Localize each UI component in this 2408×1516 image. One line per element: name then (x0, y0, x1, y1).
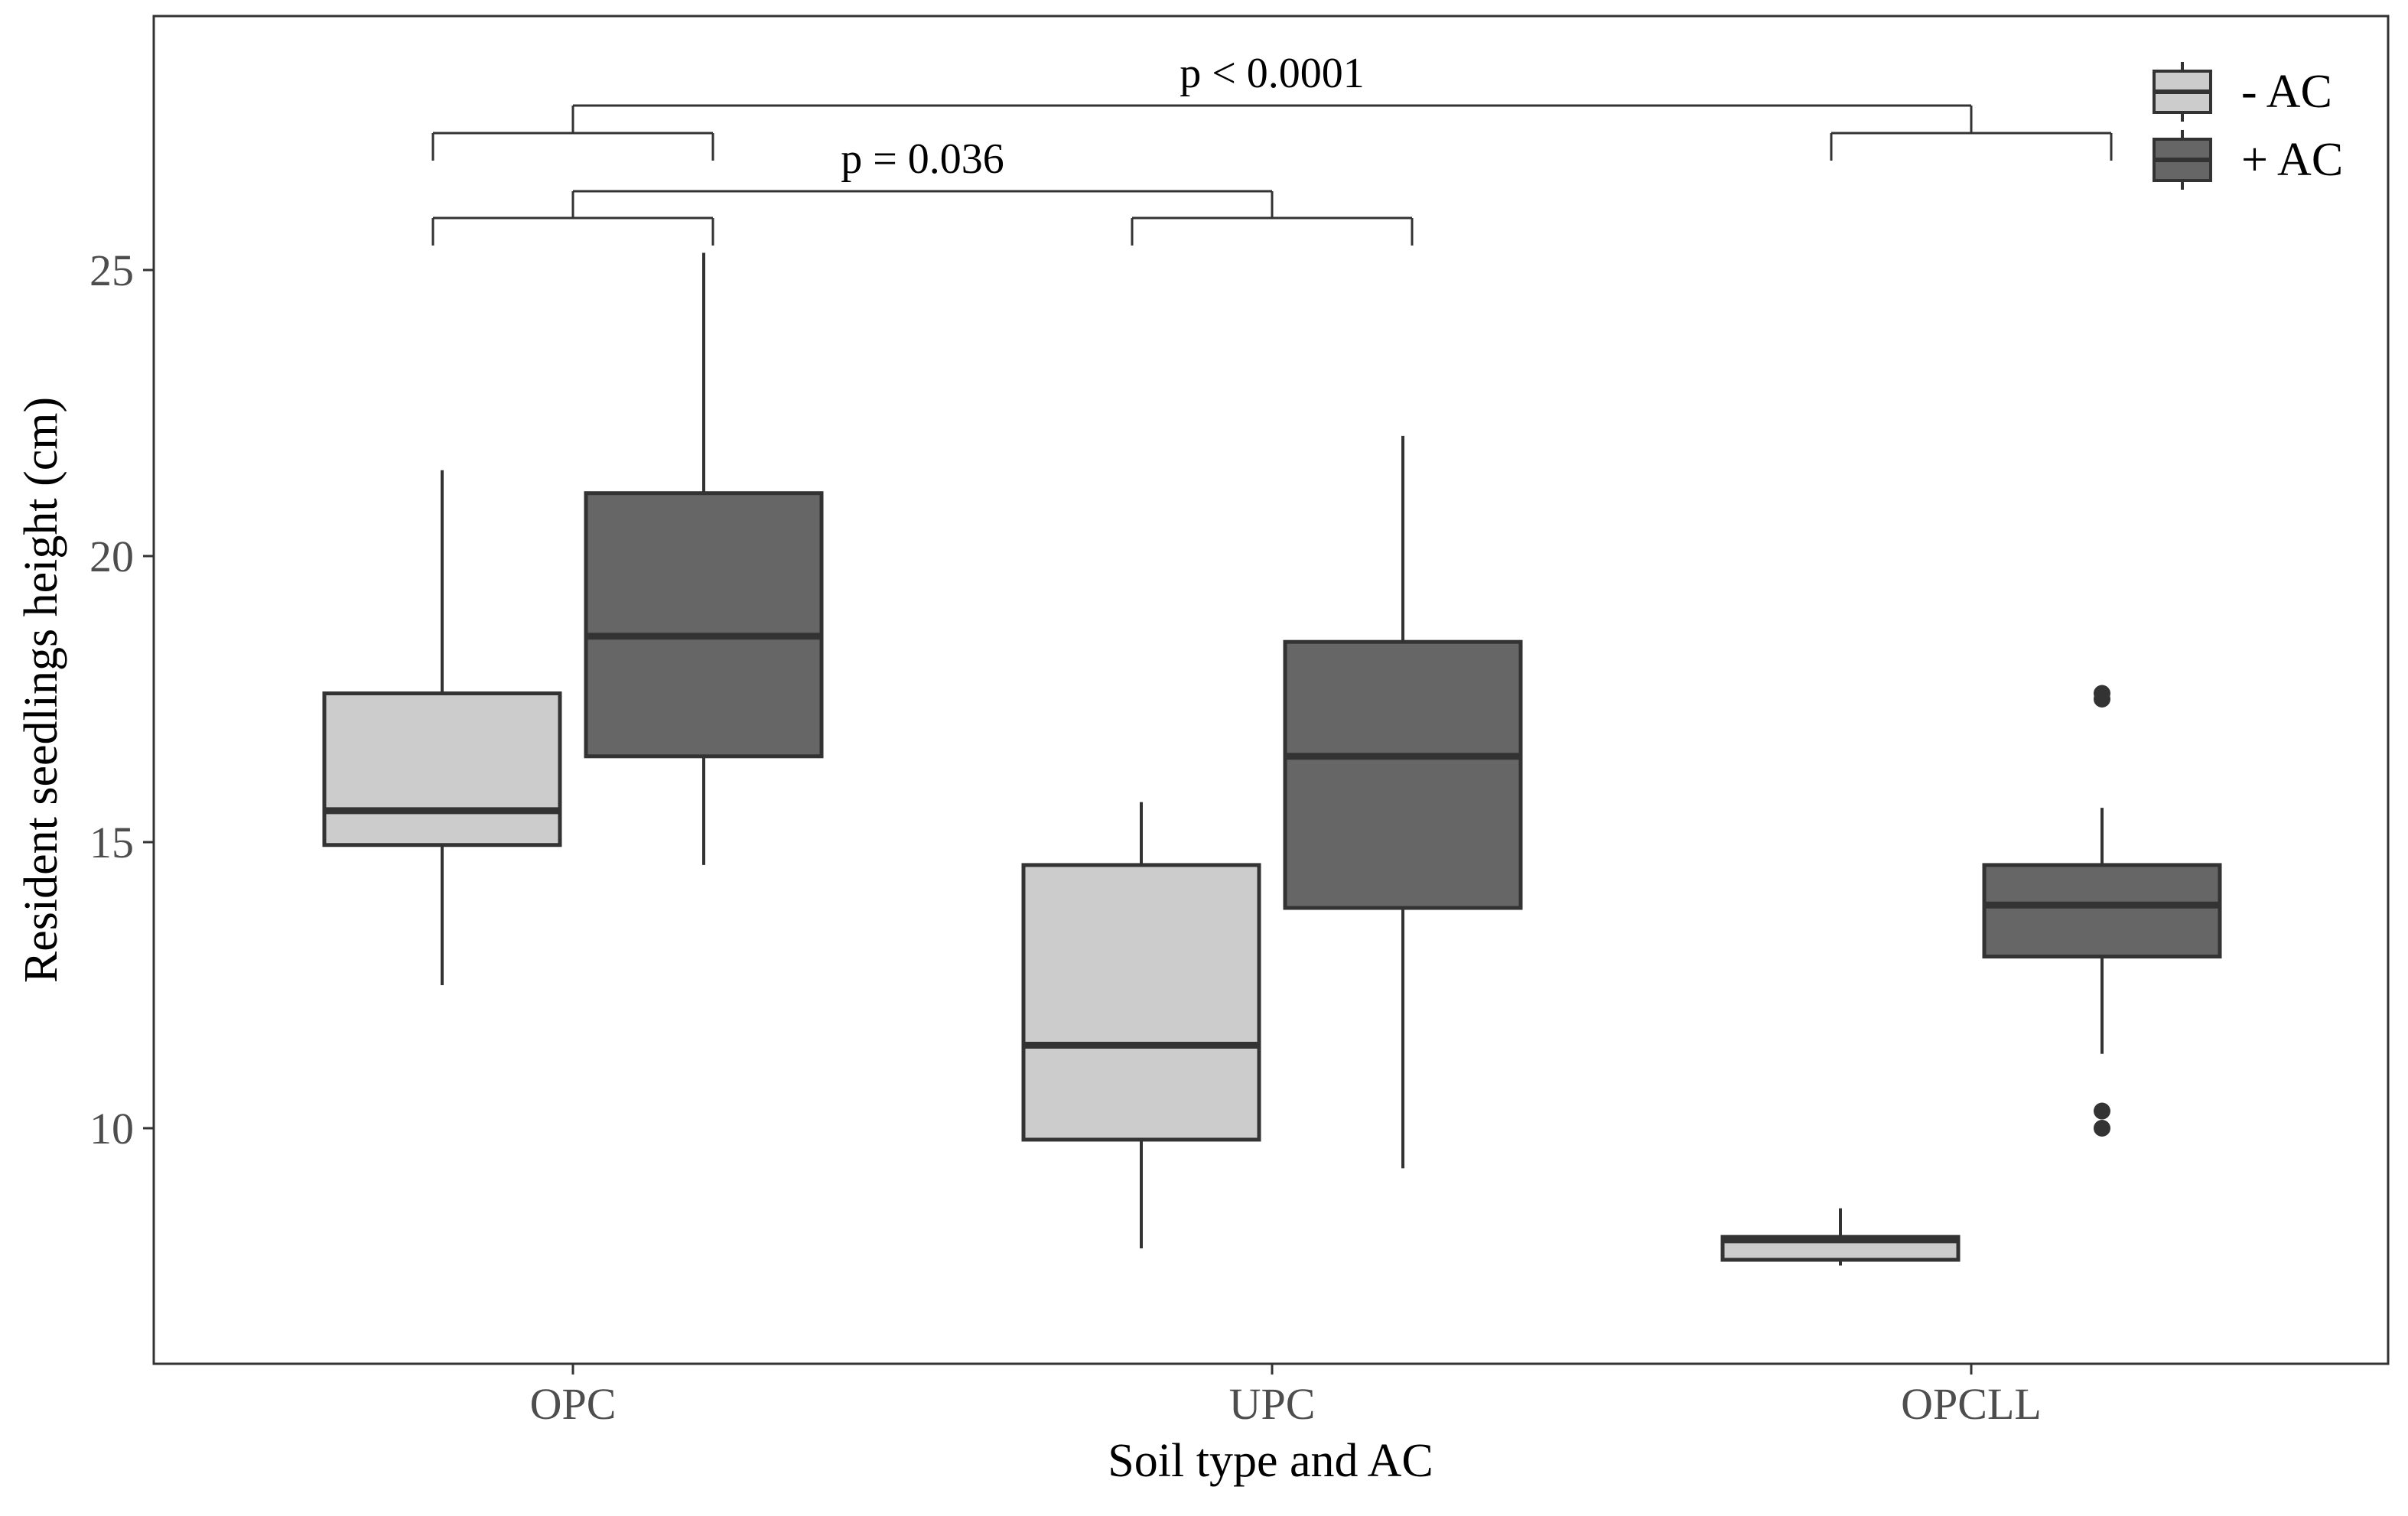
legend-label: - AC (2241, 66, 2332, 118)
legend-label: + AC (2241, 134, 2343, 186)
outlier-point (2094, 685, 2110, 702)
outlier-point (2094, 1102, 2110, 1120)
significance-label: p = 0.036 (841, 135, 1004, 183)
x-tick-label: UPC (1229, 1379, 1316, 1429)
box-iqr (1982, 863, 2222, 959)
box-iqr (322, 691, 562, 847)
y-tick-label: 15 (89, 818, 134, 867)
outlier-point (2094, 1120, 2110, 1137)
x-tick-label: OPCLL (1901, 1379, 2042, 1429)
box-iqr (1283, 639, 1523, 910)
y-tick-label: 25 (89, 246, 134, 295)
y-axis-title: Resident seedlings height (cm) (15, 397, 67, 983)
y-tick-label: 10 (89, 1104, 134, 1153)
panel-border (152, 15, 2390, 1365)
y-tick-label: 20 (89, 532, 134, 581)
x-axis-title: Soil type and AC (1108, 1435, 1433, 1487)
significance-label: p < 0.0001 (1180, 50, 1365, 97)
box-iqr (584, 491, 824, 759)
box-iqr (1021, 863, 1261, 1142)
x-tick-label: OPC (530, 1379, 617, 1429)
